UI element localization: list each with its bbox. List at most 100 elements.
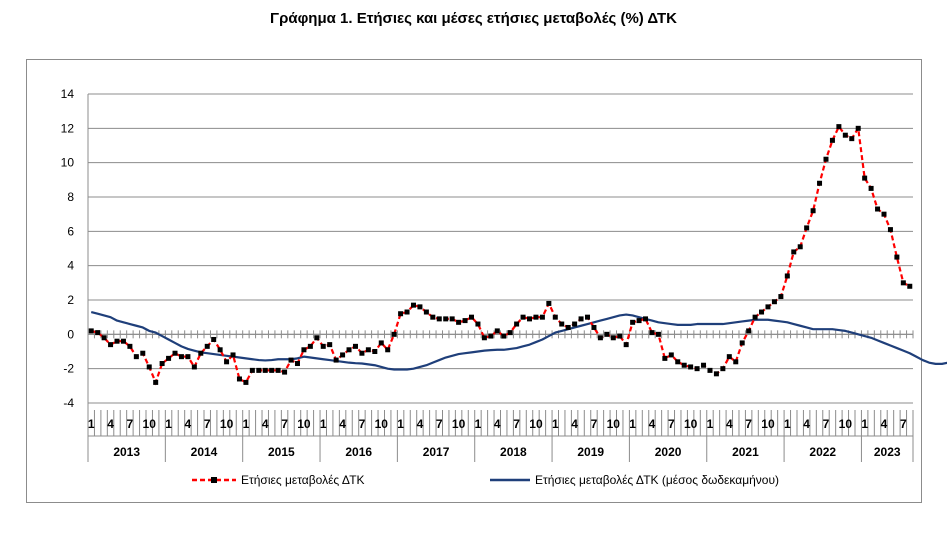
data-point xyxy=(469,315,474,320)
data-point xyxy=(598,335,603,340)
data-point xyxy=(218,347,223,352)
data-point xyxy=(173,351,178,356)
x-tick-label: 1 xyxy=(784,417,791,431)
data-point xyxy=(791,249,796,254)
data-point xyxy=(482,335,487,340)
y-tick-label: 14 xyxy=(61,87,75,101)
data-point xyxy=(488,334,493,339)
data-point xyxy=(527,316,532,321)
data-point xyxy=(772,299,777,304)
x-tick-label: 10 xyxy=(839,417,853,431)
data-point xyxy=(553,315,558,320)
data-point xyxy=(707,368,712,373)
y-tick-label: 2 xyxy=(67,293,74,307)
data-point xyxy=(888,227,893,232)
data-point xyxy=(559,322,564,327)
data-point xyxy=(675,359,680,364)
x-tick-label: 10 xyxy=(220,417,234,431)
x-tick-label: 1 xyxy=(475,417,482,431)
data-point xyxy=(456,320,461,325)
x-tick-label: 10 xyxy=(529,417,543,431)
data-point xyxy=(263,368,268,373)
x-tick-label: 7 xyxy=(127,417,134,431)
data-point xyxy=(463,318,468,323)
data-point xyxy=(804,225,809,230)
data-point xyxy=(430,315,435,320)
year-label: 2016 xyxy=(345,445,372,459)
data-point xyxy=(566,325,571,330)
data-point xyxy=(121,339,126,344)
data-point xyxy=(701,363,706,368)
x-tick-label: 1 xyxy=(629,417,636,431)
data-point xyxy=(115,339,120,344)
x-tick-label: 1 xyxy=(861,417,868,431)
data-point xyxy=(359,351,364,356)
x-tick-label: 10 xyxy=(452,417,466,431)
data-point xyxy=(443,316,448,321)
data-point xyxy=(759,310,764,315)
x-tick-label: 4 xyxy=(339,417,346,431)
data-point xyxy=(727,354,732,359)
data-point xyxy=(508,330,513,335)
y-tick-label: 12 xyxy=(61,121,75,135)
data-point xyxy=(398,311,403,316)
data-point xyxy=(817,181,822,186)
data-point xyxy=(907,284,912,289)
data-point xyxy=(843,133,848,138)
x-tick-label: 7 xyxy=(513,417,520,431)
data-point xyxy=(89,328,94,333)
data-point xyxy=(875,207,880,212)
data-point xyxy=(314,335,319,340)
x-tick-label: 4 xyxy=(417,417,424,431)
data-point xyxy=(720,366,725,371)
data-point xyxy=(424,310,429,315)
data-point xyxy=(836,124,841,129)
data-point xyxy=(849,136,854,141)
data-point xyxy=(856,126,861,131)
data-point xyxy=(153,380,158,385)
x-tick-label: 1 xyxy=(243,417,250,431)
data-point xyxy=(624,342,629,347)
series-line-moving-average xyxy=(91,168,947,370)
data-point xyxy=(753,315,758,320)
legend: Ετήσιες μεταβολές ΔΤΚ Ετήσιες μεταβολές … xyxy=(192,473,779,487)
y-tick-label: 0 xyxy=(67,327,74,341)
legend-marker-annual-change xyxy=(211,477,217,483)
data-point xyxy=(269,368,274,373)
data-point xyxy=(340,352,345,357)
data-point xyxy=(572,322,577,327)
data-point xyxy=(894,255,899,260)
data-point xyxy=(649,330,654,335)
data-point xyxy=(881,212,886,217)
x-tick-label: 10 xyxy=(684,417,698,431)
data-point xyxy=(591,325,596,330)
x-tick-label: 1 xyxy=(552,417,559,431)
data-point xyxy=(243,380,248,385)
data-point xyxy=(224,359,229,364)
data-point xyxy=(140,351,145,356)
x-tick-label: 4 xyxy=(571,417,578,431)
data-point xyxy=(334,358,339,363)
data-point xyxy=(250,368,255,373)
data-point xyxy=(108,342,113,347)
data-point xyxy=(475,322,480,327)
x-tick-label: 4 xyxy=(881,417,888,431)
y-axis-tick-labels: -4-202468101214 xyxy=(61,87,75,410)
data-point xyxy=(495,328,500,333)
data-point xyxy=(811,208,816,213)
year-label: 2019 xyxy=(577,445,604,459)
y-tick-label: 6 xyxy=(67,224,74,238)
x-tick-label: 10 xyxy=(375,417,389,431)
data-point xyxy=(579,316,584,321)
series-line-annual-change xyxy=(91,127,910,383)
data-point xyxy=(688,364,693,369)
x-tick-label: 10 xyxy=(143,417,157,431)
data-point xyxy=(385,347,390,352)
x-tick-label: 7 xyxy=(204,417,211,431)
x-tick-label: 7 xyxy=(745,417,752,431)
x-tick-label: 4 xyxy=(262,417,269,431)
data-point xyxy=(160,361,165,366)
legend-label-moving-average: Ετήσιες μεταβολές ΔΤΚ (μέσος δωδεκαμήνου… xyxy=(535,473,779,487)
x-tick-label: 4 xyxy=(803,417,810,431)
